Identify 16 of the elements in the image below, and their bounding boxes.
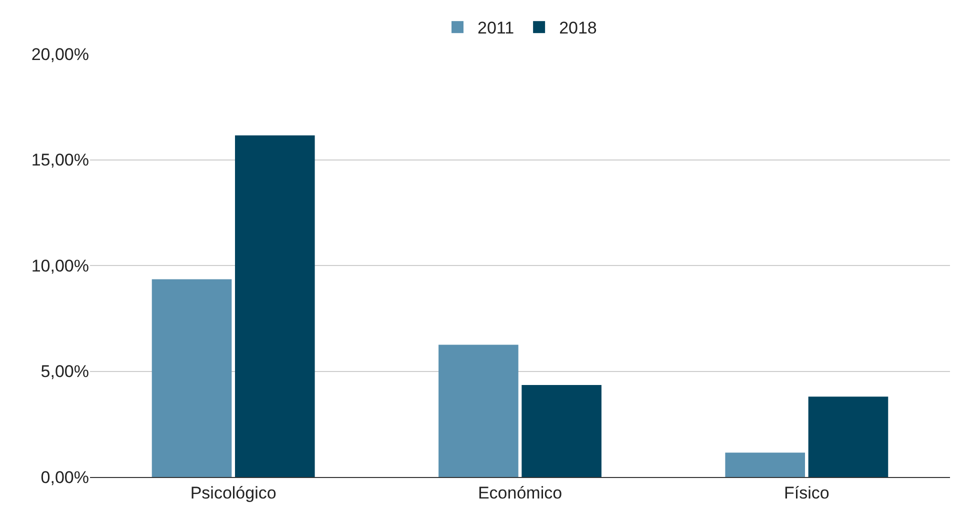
bar <box>235 135 315 477</box>
bar <box>725 452 805 477</box>
y-tick-label: 5,00% <box>40 362 89 382</box>
y-tick-label: 0,00% <box>40 468 89 487</box>
legend-label: 2011 <box>478 18 514 38</box>
x-tick-label: Económico <box>478 483 562 502</box>
legend-label: 2018 <box>559 18 597 38</box>
x-tick-label: Psicológico <box>190 483 276 502</box>
bar <box>522 385 602 477</box>
y-tick-label: 20,00% <box>31 44 89 64</box>
bar <box>438 344 518 477</box>
bar <box>808 396 888 477</box>
y-tick-label: 10,00% <box>31 256 89 276</box>
y-tick-label: 15,00% <box>31 150 89 170</box>
x-tick-label: Físico <box>784 483 830 502</box>
bar <box>152 279 232 477</box>
